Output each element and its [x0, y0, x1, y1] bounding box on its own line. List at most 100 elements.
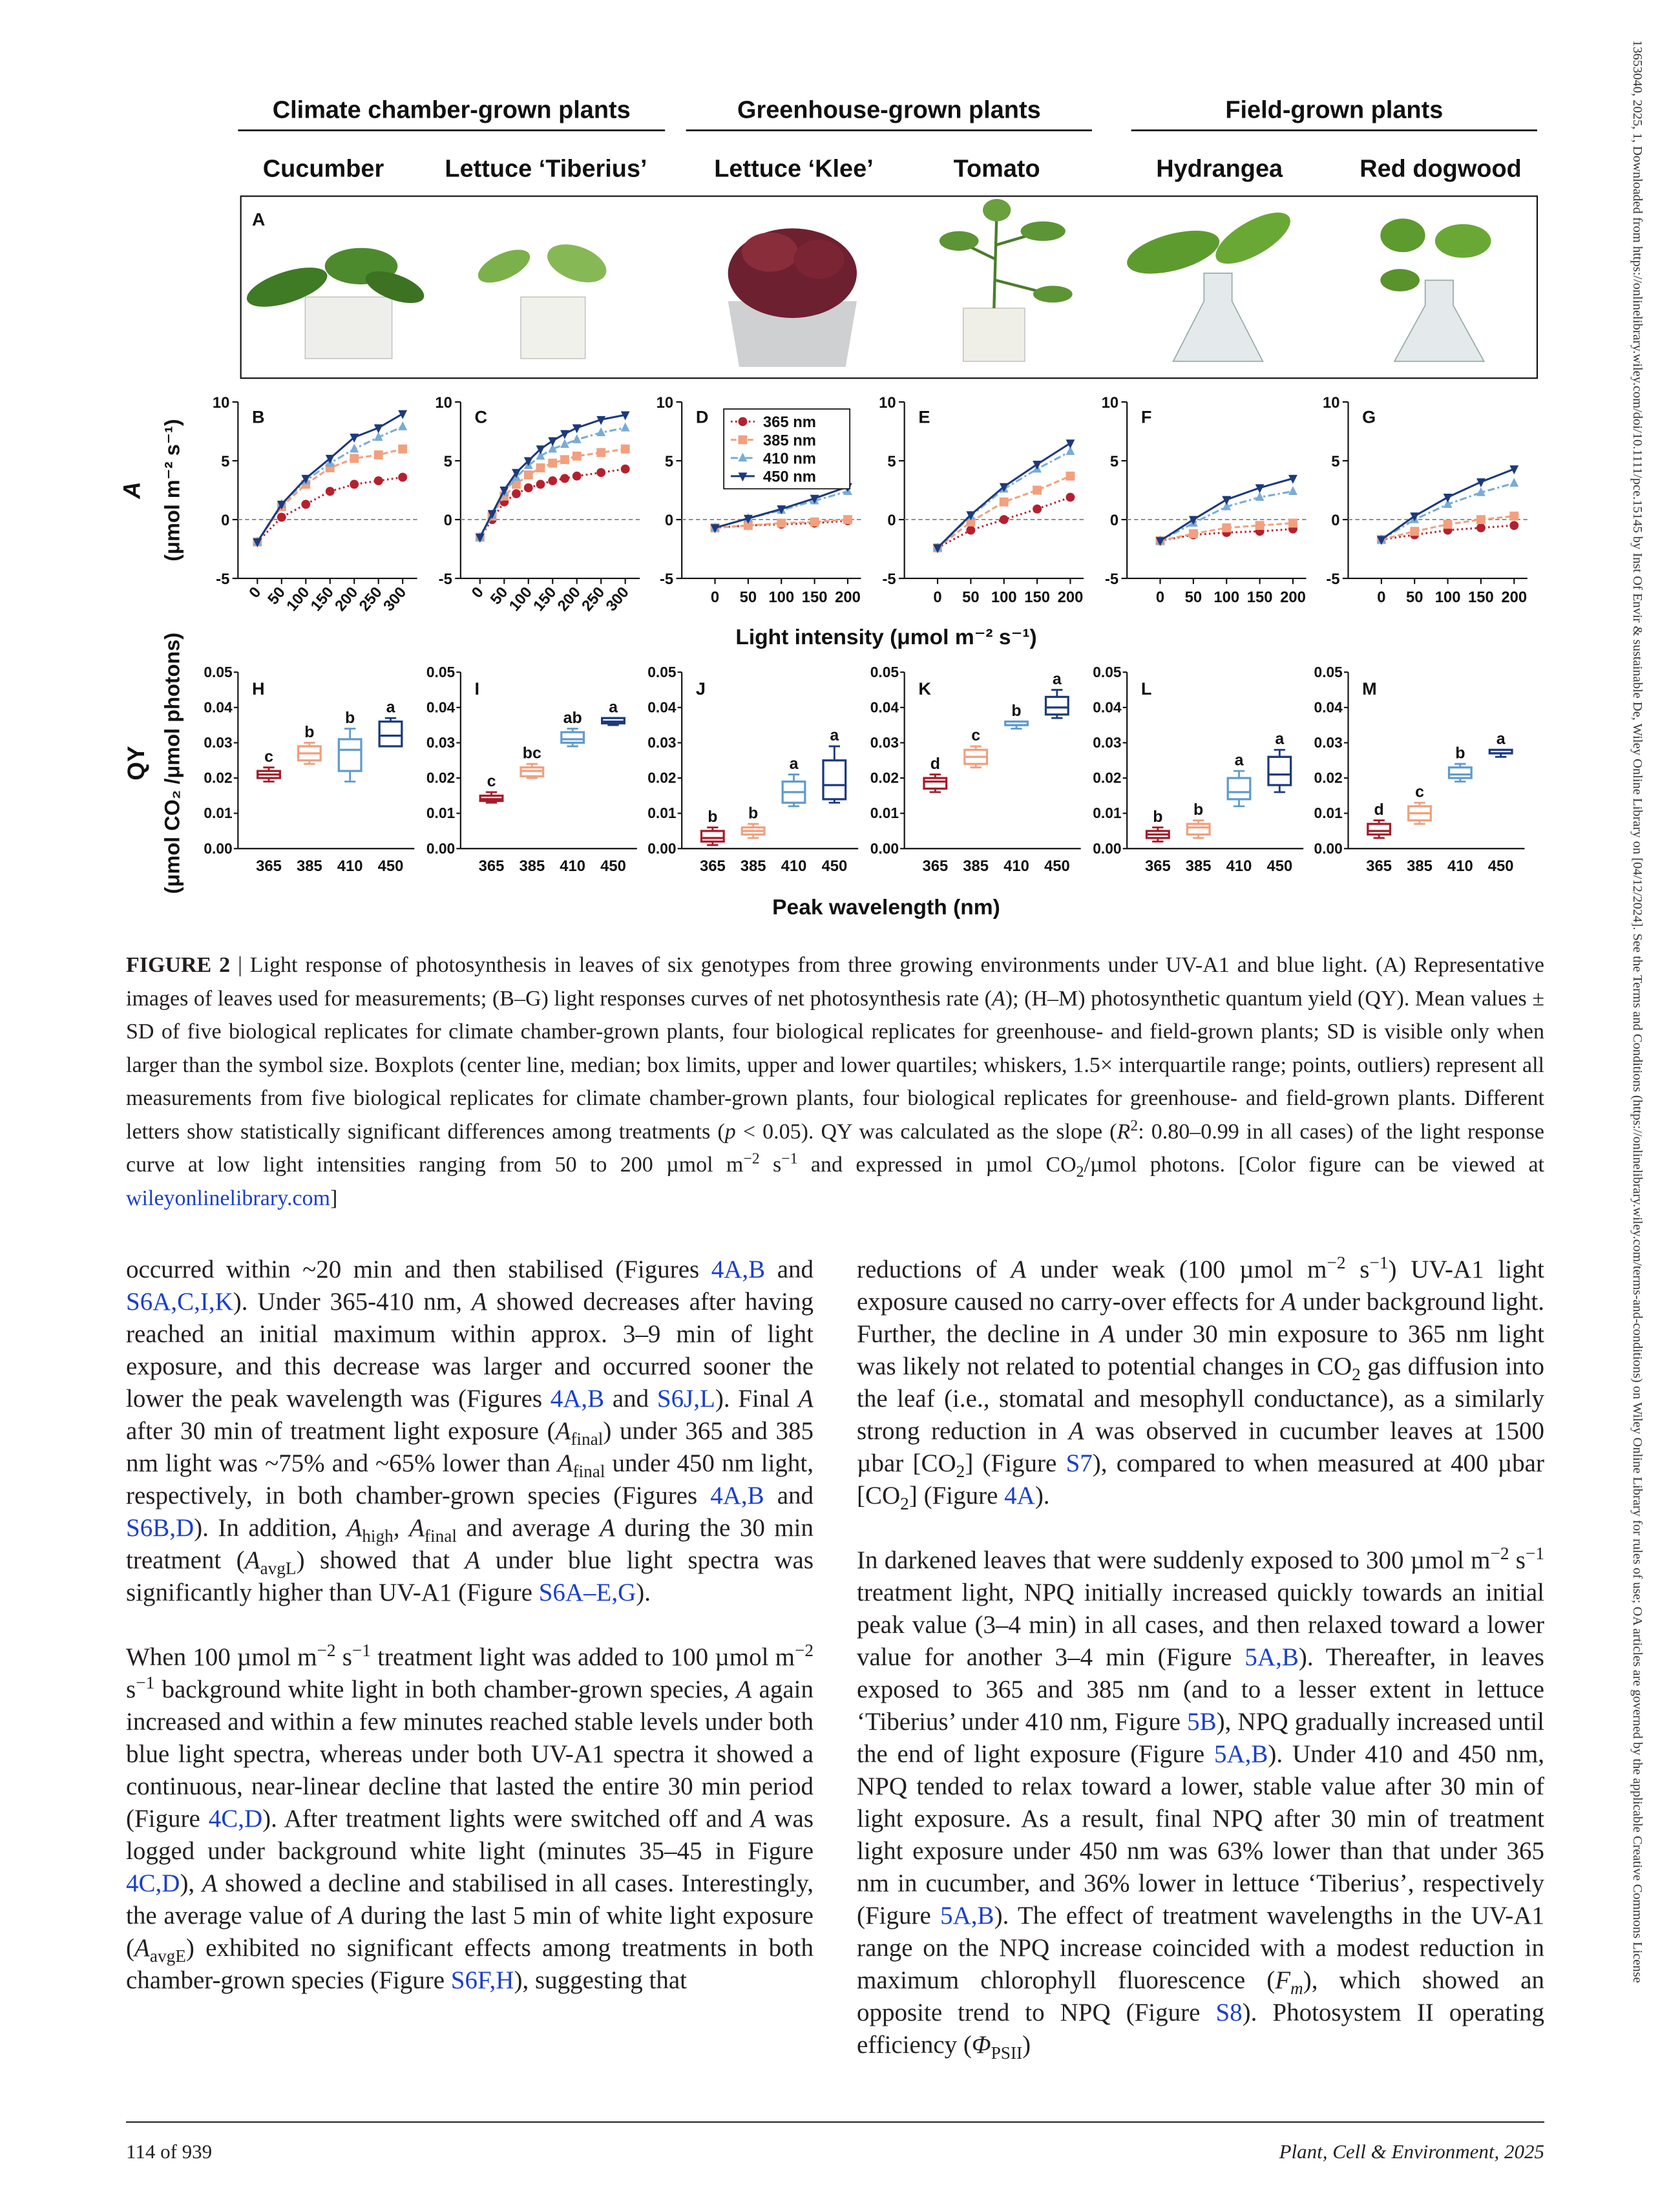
group-header: Field-grown plants	[1225, 96, 1443, 123]
link[interactable]: 4C,D	[126, 1869, 180, 1897]
data-point	[1066, 471, 1075, 481]
link[interactable]: 5A,B	[940, 1902, 994, 1929]
data-point	[572, 451, 582, 461]
data-point	[350, 479, 359, 489]
text-run: during the last 5 min of white light exp…	[126, 1902, 814, 1962]
link[interactable]: 4A	[1004, 1482, 1035, 1509]
significance-letter: a	[386, 699, 396, 717]
link[interactable]: wileyonlinelibrary.com	[126, 1186, 330, 1210]
data-point	[301, 474, 311, 484]
y-tick-label: -5	[1326, 571, 1339, 588]
text-run: )	[1022, 2031, 1031, 2059]
styled-run: m	[1290, 1978, 1303, 1998]
data-point	[1476, 487, 1486, 496]
data-point	[350, 443, 359, 453]
link[interactable]: 5B	[1187, 1708, 1217, 1736]
legend-label: 410 nm	[763, 450, 816, 467]
styled-run: Φ	[971, 2031, 991, 2059]
text-run: s	[759, 1153, 782, 1177]
significance-letter: ab	[563, 709, 582, 727]
link[interactable]: 4A,B	[550, 1385, 605, 1413]
text-run: occurred within ~20 min and then stabili…	[126, 1256, 711, 1283]
data-point	[743, 514, 753, 524]
legend-marker	[738, 417, 748, 426]
data-point	[1155, 537, 1165, 547]
significance-letter: a	[609, 699, 618, 717]
text-run: ] (Figure	[965, 1449, 1066, 1477]
x-tick-label: 450	[1266, 857, 1292, 875]
styled-run: A	[338, 1902, 354, 1929]
styled-run: R	[1117, 1119, 1131, 1144]
photo-red-dogwood	[1380, 218, 1491, 363]
data-point	[512, 468, 521, 478]
styled-run: −2	[317, 1641, 336, 1660]
data-point	[810, 517, 819, 527]
link[interactable]: 4A,B	[710, 1482, 764, 1509]
y-tick-label: 0.00	[1093, 840, 1121, 857]
link[interactable]: 4C,D	[208, 1805, 263, 1833]
link[interactable]: 4A,B	[711, 1256, 766, 1283]
y-tick-label: 0.02	[1314, 770, 1343, 786]
data-point	[596, 427, 606, 436]
data-point	[966, 525, 976, 535]
y-tick-label: 0.02	[426, 770, 455, 786]
series-line	[715, 518, 848, 529]
data-point	[373, 476, 383, 485]
legend-marker	[738, 452, 748, 462]
panel-label: H	[252, 678, 265, 699]
data-point	[560, 430, 569, 439]
link[interactable]: S6J,L	[656, 1385, 715, 1413]
link[interactable]: 5A,B	[1244, 1643, 1299, 1671]
x-tick-label: 150	[1247, 589, 1273, 606]
box	[1267, 755, 1292, 786]
x-tick-label: 150	[308, 584, 337, 615]
data-point	[843, 515, 852, 525]
data-point	[777, 518, 786, 528]
y-tick-label: 10	[213, 394, 230, 412]
text-run: ). Photosystem II operating efficiency (	[857, 1999, 1544, 2059]
x-tick-label: 365	[479, 857, 505, 875]
styled-run: A	[471, 1288, 487, 1316]
data-point	[596, 448, 606, 457]
styled-run: 2	[1352, 1364, 1361, 1384]
link[interactable]: S6F,H	[450, 1966, 514, 1994]
data-point	[1288, 486, 1297, 495]
link[interactable]: S6A,C,I,K	[126, 1288, 233, 1316]
x-tick-label: 0	[1156, 589, 1164, 606]
link[interactable]: S6A–E,G	[538, 1579, 636, 1606]
x-tick-label: 385	[963, 857, 989, 875]
text-run: reductions of	[857, 1256, 1011, 1283]
photo-tomato	[939, 198, 1073, 362]
data-point	[536, 445, 545, 455]
link[interactable]: S6B,D	[126, 1514, 194, 1542]
y-tick-label: 5	[887, 453, 896, 470]
group-header: Climate chamber-grown plants	[273, 96, 631, 123]
data-point	[373, 432, 383, 441]
data-point	[398, 444, 408, 454]
link[interactable]: S8	[1215, 1999, 1243, 2026]
styled-run: A	[346, 1514, 362, 1542]
legend-label: 385 nm	[763, 432, 816, 449]
link[interactable]: 5A,B	[1213, 1740, 1268, 1768]
y-tick-label: 0.05	[647, 664, 677, 680]
x-tick-label: 100	[768, 589, 794, 606]
significance-letter: a	[1053, 670, 1062, 688]
x-tick-label: 410	[337, 857, 363, 875]
data-point	[999, 497, 1009, 507]
x-tick-label: 50	[740, 589, 757, 606]
data-point	[548, 476, 558, 485]
data-point	[1476, 515, 1486, 525]
text-run: under weak (100 µmol m	[1026, 1256, 1327, 1283]
data-point	[743, 521, 753, 531]
data-point	[1443, 493, 1453, 503]
data-point	[523, 470, 533, 479]
left-column: occurred within ~20 min and then stabili…	[126, 1254, 814, 2029]
box	[923, 777, 948, 790]
text-run: was observed in cucumber leaves at 1500 …	[857, 1417, 1544, 1477]
styled-run: A	[1099, 1320, 1115, 1348]
styled-run: 2	[956, 1461, 965, 1481]
y-tick-label: 0.04	[870, 699, 899, 715]
y-tick-label: 5	[665, 453, 673, 470]
significance-letter: b	[1455, 744, 1465, 762]
link[interactable]: S7	[1066, 1449, 1093, 1477]
